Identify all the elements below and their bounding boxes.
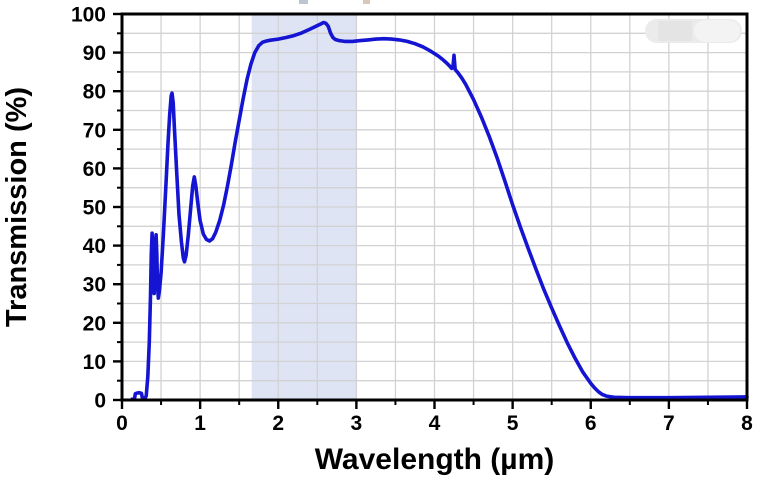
cropped-title-artifact (299, 0, 308, 4)
x-tick-label: 6 (585, 412, 597, 435)
y-tick-label: 0 (94, 390, 106, 413)
y-axis-title: Transmission (%) (1, 87, 33, 327)
y-tick-label: 50 (83, 197, 106, 220)
x-tick-label: 8 (741, 412, 753, 435)
y-tick-label: 70 (83, 119, 106, 142)
x-tick-label: 4 (429, 412, 441, 435)
x-tick-label: 7 (663, 412, 675, 435)
y-tick-label: 20 (83, 312, 106, 335)
x-tick-label: 5 (507, 412, 519, 435)
x-tick-label: 2 (272, 412, 284, 435)
y-tick-label: 90 (83, 42, 106, 65)
x-tick-label: 0 (116, 412, 128, 435)
y-tick-label: 40 (83, 235, 106, 258)
redacted-legend-shade (658, 21, 692, 41)
transmission-curve (130, 20, 749, 402)
cropped-title-artifact (363, 0, 370, 4)
x-tick-label: 3 (351, 412, 363, 435)
redacted-legend-highlight (694, 20, 740, 42)
y-tick-label: 60 (83, 158, 106, 181)
y-tick-label: 30 (83, 274, 106, 297)
x-axis-title: Wavelength (µm) (315, 443, 555, 476)
y-tick-label: 10 (83, 351, 106, 374)
y-tick-label: 100 (71, 4, 106, 27)
x-tick-label: 1 (194, 412, 206, 435)
y-tick-label: 80 (83, 81, 106, 104)
